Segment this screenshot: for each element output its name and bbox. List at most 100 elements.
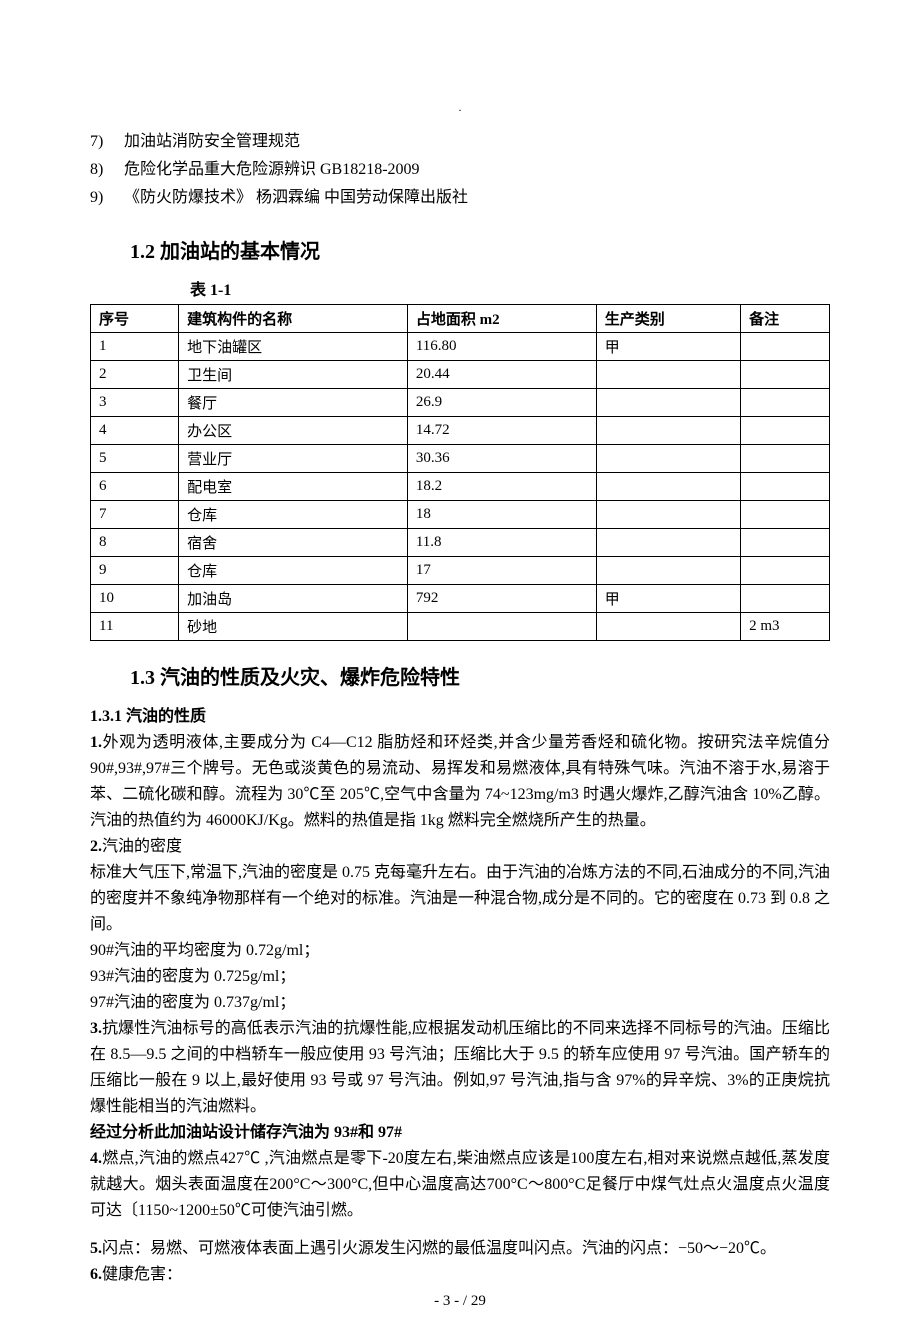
table-cell: [741, 529, 830, 557]
para-title: 汽油的密度: [102, 838, 182, 855]
table-cell: 加油岛: [179, 585, 408, 613]
heading-1-3: 1.3 汽油的性质及火灾、爆炸危险特性: [130, 661, 830, 690]
para-text: 燃点,汽油的燃点427℃ ,汽油燃点是零下-20度左右,柴油燃点应该是100度左…: [90, 1150, 830, 1219]
table-row: 1地下油罐区116.80甲: [91, 333, 830, 361]
table-cell: 30.36: [407, 445, 596, 473]
col-header: 占地面积 m2: [407, 305, 596, 333]
table-cell: 配电室: [179, 473, 408, 501]
table-cell: 餐厅: [179, 389, 408, 417]
table-row: 6配电室18.2: [91, 473, 830, 501]
list-item: 7) 加油站消防安全管理规范: [90, 129, 830, 155]
table-row: 4办公区14.72: [91, 417, 830, 445]
table-cell: 3: [91, 389, 179, 417]
table-cell: [596, 361, 740, 389]
para-text: 外观为透明液体,主要成分为 C4—C12 脂肪烃和环烃类,并含少量芳香烃和硫化物…: [90, 734, 830, 829]
table-cell: 20.44: [407, 361, 596, 389]
table-row: 10加油岛792甲: [91, 585, 830, 613]
para-text: 抗爆性汽油标号的高低表示汽油的抗爆性能,应根据发动机压缩比的不同来选择不同标号的…: [90, 1020, 830, 1115]
table-cell: 14.72: [407, 417, 596, 445]
table-cell: 营业厅: [179, 445, 408, 473]
list-number: 8): [90, 157, 120, 183]
table-cell: [596, 473, 740, 501]
header-dot: .: [90, 100, 830, 115]
table-cell: 792: [407, 585, 596, 613]
table-label: 表 1-1: [190, 276, 830, 300]
table-cell: 11.8: [407, 529, 596, 557]
list-number: 9): [90, 185, 120, 211]
table-row: 3餐厅26.9: [91, 389, 830, 417]
table-cell: 2 m3: [741, 613, 830, 641]
table-cell: [596, 417, 740, 445]
table-cell: 11: [91, 613, 179, 641]
table-cell: [596, 557, 740, 585]
para-text: 健康危害：: [102, 1266, 182, 1283]
list-number: 7): [90, 129, 120, 155]
table-cell: 17: [407, 557, 596, 585]
table-row: 8宿舍11.8: [91, 529, 830, 557]
paragraph: 4.燃点,汽油的燃点427℃ ,汽油燃点是零下-20度左右,柴油燃点应该是100…: [90, 1146, 830, 1224]
table-row: 11砂地2 m3: [91, 613, 830, 641]
table-cell: 2: [91, 361, 179, 389]
paragraph: 6.健康危害：: [90, 1262, 830, 1288]
table-cell: [596, 389, 740, 417]
table-cell: [596, 613, 740, 641]
para-text: 闪点：易燃、可燃液体表面上遇引火源发生闪燃的最低温度叫闪点。汽油的闪点：−50～…: [102, 1240, 776, 1257]
table-header-row: 序号 建筑构件的名称 占地面积 m2 生产类别 备注: [91, 305, 830, 333]
table-row: 5营业厅30.36: [91, 445, 830, 473]
table-cell: [596, 529, 740, 557]
table-cell: 办公区: [179, 417, 408, 445]
table-cell: [741, 557, 830, 585]
paragraph: 5.闪点：易燃、可燃液体表面上遇引火源发生闪燃的最低温度叫闪点。汽油的闪点：−5…: [90, 1236, 830, 1262]
table-cell: 7: [91, 501, 179, 529]
table-cell: [741, 445, 830, 473]
list-text: 加油站消防安全管理规范: [124, 133, 300, 150]
table-cell: 地下油罐区: [179, 333, 408, 361]
table-row: 7仓库18: [91, 501, 830, 529]
table-cell: 116.80: [407, 333, 596, 361]
table-cell: 仓库: [179, 501, 408, 529]
table-row: 9仓库17: [91, 557, 830, 585]
col-header: 序号: [91, 305, 179, 333]
para-lead: 3.: [90, 1020, 102, 1037]
para-lead: 4.: [90, 1150, 102, 1167]
table-cell: [596, 501, 740, 529]
table-cell: 4: [91, 417, 179, 445]
table-cell: [741, 585, 830, 613]
para-lead: 6.: [90, 1266, 102, 1283]
sub-heading-1-3-1: 1.3.1 汽油的性质: [90, 702, 830, 726]
table-cell: 甲: [596, 585, 740, 613]
para-lead: 5.: [90, 1240, 102, 1257]
reference-list: 7) 加油站消防安全管理规范 8) 危险化学品重大危险源辨识 GB18218-2…: [90, 129, 830, 211]
paragraph: 标准大气压下,常温下,汽油的密度是 0.75 克每毫升左右。由于汽油的冶炼方法的…: [90, 860, 830, 938]
table-cell: 10: [91, 585, 179, 613]
list-item: 9) 《防火防爆技术》 杨泗霖编 中国劳动保障出版社: [90, 185, 830, 211]
table-cell: [741, 473, 830, 501]
para-line: 93#汽油的密度为 0.725g/ml；: [90, 964, 830, 990]
data-table: 序号 建筑构件的名称 占地面积 m2 生产类别 备注 1地下油罐区116.80甲…: [90, 304, 830, 641]
col-header: 备注: [741, 305, 830, 333]
table-cell: 8: [91, 529, 179, 557]
table-cell: 仓库: [179, 557, 408, 585]
table-cell: [741, 333, 830, 361]
table-cell: 甲: [596, 333, 740, 361]
para-line: 97#汽油的密度为 0.737g/ml；: [90, 990, 830, 1016]
table-cell: 26.9: [407, 389, 596, 417]
table-cell: 宿舍: [179, 529, 408, 557]
list-text: 《防火防爆技术》 杨泗霖编 中国劳动保障出版社: [124, 189, 468, 206]
table-cell: 6: [91, 473, 179, 501]
table-cell: 卫生间: [179, 361, 408, 389]
para-lead: 2.: [90, 838, 102, 855]
table-cell: [741, 417, 830, 445]
paragraph: 3.抗爆性汽油标号的高低表示汽油的抗爆性能,应根据发动机压缩比的不同来选择不同标…: [90, 1016, 830, 1120]
table-cell: [741, 361, 830, 389]
table-cell: 1: [91, 333, 179, 361]
table-cell: [407, 613, 596, 641]
table-cell: 18: [407, 501, 596, 529]
para-lead: 1.: [90, 734, 102, 751]
emphasis-line: 经过分析此加油站设计储存汽油为 93#和 97#: [90, 1120, 830, 1146]
list-item: 8) 危险化学品重大危险源辨识 GB18218-2009: [90, 157, 830, 183]
document-page: . 7) 加油站消防安全管理规范 8) 危险化学品重大危险源辨识 GB18218…: [0, 0, 920, 1328]
col-header: 建筑构件的名称: [179, 305, 408, 333]
list-text: 危险化学品重大危险源辨识 GB18218-2009: [124, 161, 420, 178]
paragraph: 1.外观为透明液体,主要成分为 C4—C12 脂肪烃和环烃类,并含少量芳香烃和硫…: [90, 730, 830, 834]
